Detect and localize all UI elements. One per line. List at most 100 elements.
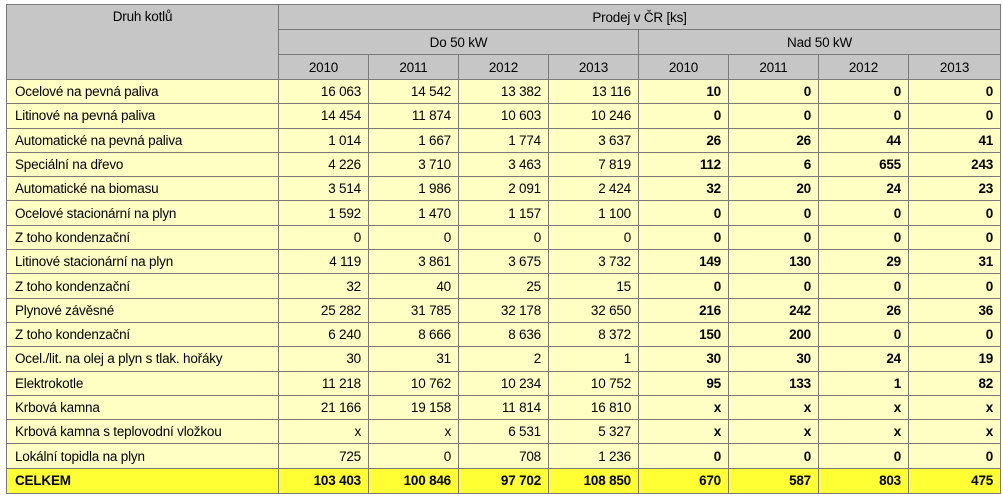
value-cell: 0 — [638, 443, 729, 469]
value-cell: 13 116 — [548, 78, 639, 105]
row-label: Automatické na pevná paliva — [6, 127, 279, 153]
year-header: 2012 — [458, 54, 549, 80]
value-cell: 103 403 — [278, 467, 369, 494]
year-header: 2011 — [368, 54, 459, 80]
value-cell: 40 — [368, 273, 459, 299]
value-cell: 3 463 — [458, 151, 549, 178]
table-header: Druh kotlů Prodej v ČR [ks] Do 50 kW Nad… — [6, 4, 1002, 80]
year-header: 2013 — [548, 54, 639, 80]
value-cell: 0 — [728, 103, 819, 129]
value-cell: 6 — [728, 151, 819, 178]
value-cell: 7 819 — [548, 151, 639, 178]
value-cell: 0 — [548, 224, 639, 251]
value-cell: 0 — [907, 224, 1002, 251]
value-cell: 16 063 — [278, 78, 369, 105]
value-cell: 10 234 — [458, 370, 549, 396]
value-cell: 0 — [907, 200, 1002, 226]
table-row: Litinové na pevná paliva 14 454 11 874 10 6… — [6, 103, 1002, 129]
table-row: Ocelové na pevná paliva 16 063 14 542 13 38… — [6, 78, 1002, 105]
value-cell: 0 — [638, 273, 729, 299]
value-cell: 19 158 — [368, 394, 459, 421]
value-cell: x — [278, 419, 369, 445]
table-row: Z toho kondenzační 32 40 25 15 0 0 0 0 — [6, 273, 1002, 299]
value-cell: x — [638, 394, 729, 421]
table-row: Plynové závěsné 25 282 31 785 32 178 32 650 2… — [6, 297, 1002, 323]
value-cell: x — [907, 419, 1002, 445]
value-cell: 0 — [638, 224, 729, 251]
row-label: Litinové stacionární na plyn — [6, 249, 279, 275]
row-label: Litinové na pevná paliva — [6, 103, 279, 129]
table-row: Automatické na biomasu 3 514 1 986 2 091 2 4… — [6, 176, 1002, 202]
value-cell: 0 — [368, 224, 459, 251]
value-cell: 1 236 — [548, 443, 639, 469]
value-cell: 30 — [728, 346, 819, 372]
value-cell: 82 — [907, 370, 1002, 396]
value-cell: 8 666 — [368, 321, 459, 348]
value-cell: 130 — [728, 249, 819, 275]
value-cell: 24 — [818, 176, 909, 202]
value-cell: 15 — [548, 273, 639, 299]
value-cell: 0 — [728, 224, 819, 251]
value-cell: 14 454 — [278, 103, 369, 129]
value-cell: x — [818, 394, 909, 421]
value-cell: 655 — [818, 151, 909, 178]
value-cell: 11 218 — [278, 370, 369, 396]
value-cell: 1 592 — [278, 200, 369, 226]
value-cell: 0 — [818, 200, 909, 226]
value-cell: x — [368, 419, 459, 445]
value-cell: 0 — [728, 78, 819, 105]
value-cell: 31 785 — [368, 297, 459, 323]
value-cell: 1 157 — [458, 200, 549, 226]
row-label: Z toho kondenzační — [6, 273, 279, 299]
value-cell: 32 178 — [458, 297, 549, 323]
row-label: Z toho kondenzační — [6, 224, 279, 251]
value-cell: 1 100 — [548, 200, 639, 226]
value-cell: 30 — [638, 346, 729, 372]
row-label: Ocel./lit. na olej a plyn s tlak. hořáky — [6, 346, 279, 372]
group-header-under-50kw: Do 50 kW — [278, 29, 639, 55]
value-cell: 3 675 — [458, 249, 549, 275]
year-header: 2013 — [907, 54, 1002, 80]
value-cell: 25 282 — [278, 297, 369, 323]
value-cell: 0 — [818, 78, 909, 105]
value-cell: 31 — [907, 249, 1002, 275]
table-row: Z toho kondenzační 0 0 0 0 0 0 0 0 — [6, 224, 1002, 251]
value-cell: 25 — [458, 273, 549, 299]
value-cell: 1 014 — [278, 127, 369, 153]
value-cell: 8 636 — [458, 321, 549, 348]
value-cell: 243 — [907, 151, 1002, 178]
value-cell: x — [728, 394, 819, 421]
value-cell: 1 774 — [458, 127, 549, 153]
value-cell: 95 — [638, 370, 729, 396]
value-cell: 0 — [907, 443, 1002, 469]
value-cell: 2 — [458, 346, 549, 372]
value-cell: 5 327 — [548, 419, 639, 445]
row-label: Ocelové na pevná paliva — [6, 78, 279, 105]
boiler-sales-table: Druh kotlů Prodej v ČR [ks] Do 50 kW Nad… — [6, 4, 1002, 494]
value-cell: 0 — [818, 224, 909, 251]
value-cell: 670 — [638, 467, 729, 494]
value-cell: 11 814 — [458, 394, 549, 421]
table-row: Krbová kamna s teplovodní vložkou x x 6 531… — [6, 419, 1002, 445]
table-row: Elektrokotle 11 218 10 762 10 234 10 752 95 13… — [6, 370, 1002, 396]
value-cell: 26 — [638, 127, 729, 153]
value-cell: 23 — [907, 176, 1002, 202]
value-cell: 3 637 — [548, 127, 639, 153]
value-cell: 31 — [368, 346, 459, 372]
value-cell: 10 752 — [548, 370, 639, 396]
value-cell: 0 — [368, 443, 459, 469]
row-label: Lokální topidla na plyn — [6, 443, 279, 469]
value-cell: 108 850 — [548, 467, 639, 494]
group-header-over-50kw: Nad 50 kW — [637, 29, 1002, 55]
value-cell: 0 — [728, 273, 819, 299]
value-cell: 708 — [458, 443, 549, 469]
value-cell: 1 986 — [368, 176, 459, 202]
value-cell: 4 226 — [278, 151, 369, 178]
value-cell: 8 372 — [548, 321, 639, 348]
value-cell: 0 — [728, 200, 819, 226]
total-row: CELKEM 103 403 100 846 97 702 108 850 670 587 8… — [6, 467, 1002, 494]
row-label: Elektrokotle — [6, 370, 279, 396]
year-header: 2010 — [638, 54, 729, 80]
value-cell: 11 874 — [368, 103, 459, 129]
value-cell: 13 382 — [458, 78, 549, 105]
